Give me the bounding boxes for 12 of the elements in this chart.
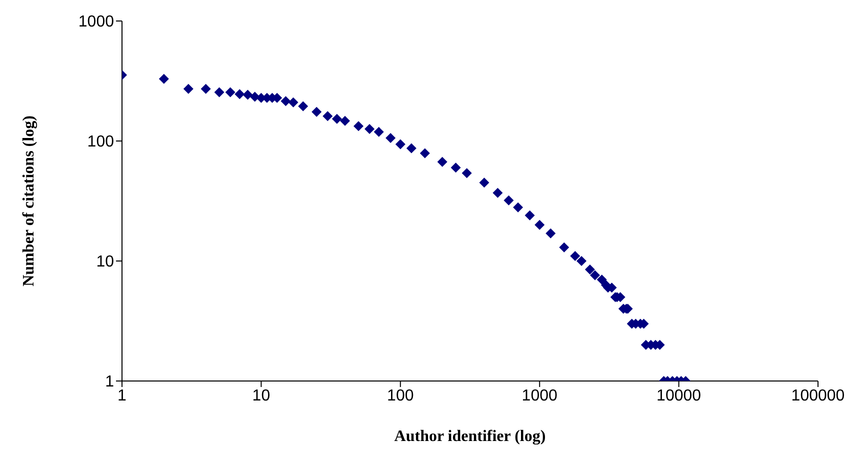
y-tick-label: 1 xyxy=(105,374,114,391)
x-tick-label: 1000 xyxy=(522,387,558,404)
x-tick-label: 1 xyxy=(118,387,127,404)
x-tick-label: 10000 xyxy=(656,387,702,404)
y-tick-label: 100 xyxy=(87,134,114,151)
x-tick-label: 10 xyxy=(252,387,270,404)
y-tick-label: 10 xyxy=(96,254,114,271)
y-axis-title: Number of citations (log) xyxy=(20,116,38,286)
x-axis-title: Author identifier (log) xyxy=(394,428,546,445)
y-tick-label: 1000 xyxy=(78,14,114,31)
x-tick-label: 100 xyxy=(387,387,414,404)
x-tick-label: 100000 xyxy=(791,387,845,404)
